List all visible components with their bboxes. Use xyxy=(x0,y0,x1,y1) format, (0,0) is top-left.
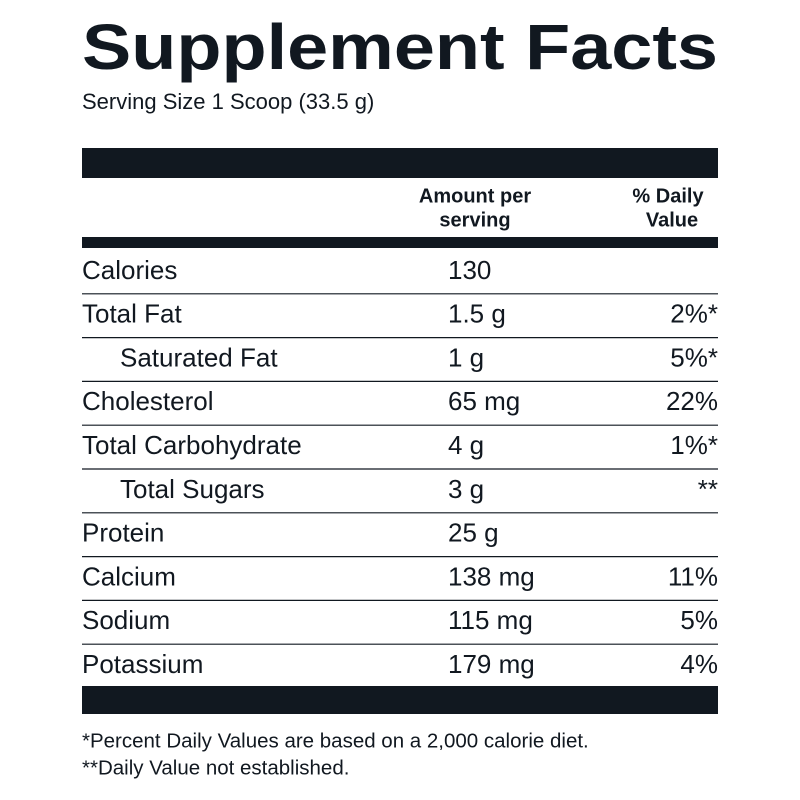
bottom-bar xyxy=(82,686,718,714)
daily-value: 1%* xyxy=(670,430,718,460)
daily-value: 5% xyxy=(680,605,718,635)
amount: 25 g xyxy=(448,518,499,548)
amount-header: Amount per xyxy=(419,185,531,207)
daily-value: 4% xyxy=(680,649,718,679)
daily-value: 2%* xyxy=(670,299,718,329)
nutrient-name: Protein xyxy=(82,518,164,548)
daily-value-header: Value xyxy=(646,209,698,231)
footnote: *Percent Daily Values are based on a 2,0… xyxy=(82,729,589,752)
nutrient-name: Cholesterol xyxy=(82,386,214,416)
amount: 130 xyxy=(448,255,491,285)
amount-header: serving xyxy=(439,209,510,231)
amount: 138 mg xyxy=(448,561,535,591)
nutrient-name: Calcium xyxy=(82,561,176,591)
nutrient-name: Sodium xyxy=(82,605,170,635)
nutrient-name: Saturated Fat xyxy=(120,342,278,372)
daily-value-header: % Daily xyxy=(632,185,704,207)
nutrient-name: Total Fat xyxy=(82,299,182,329)
amount: 65 mg xyxy=(448,386,520,416)
daily-value: 22% xyxy=(666,386,718,416)
daily-value: ** xyxy=(698,474,718,504)
nutrient-name: Total Sugars xyxy=(120,474,265,504)
amount: 3 g xyxy=(448,474,484,504)
amount: 179 mg xyxy=(448,649,535,679)
amount: 115 mg xyxy=(448,605,533,635)
amount: 1 g xyxy=(448,342,484,372)
daily-value: 11% xyxy=(668,561,718,591)
top-bar xyxy=(82,148,718,178)
nutrient-name: Calories xyxy=(82,255,177,285)
nutrient-name: Potassium xyxy=(82,649,203,679)
serving-size: Serving Size 1 Scoop (33.5 g) xyxy=(82,89,374,114)
amount: 1.5 g xyxy=(448,299,506,329)
amount: 4 g xyxy=(448,430,484,460)
title: Supplement Facts xyxy=(82,11,718,83)
daily-value: 5%* xyxy=(670,342,718,372)
header-bar xyxy=(82,237,718,248)
footnote: **Daily Value not established. xyxy=(82,756,349,779)
nutrient-name: Total Carbohydrate xyxy=(82,430,302,460)
